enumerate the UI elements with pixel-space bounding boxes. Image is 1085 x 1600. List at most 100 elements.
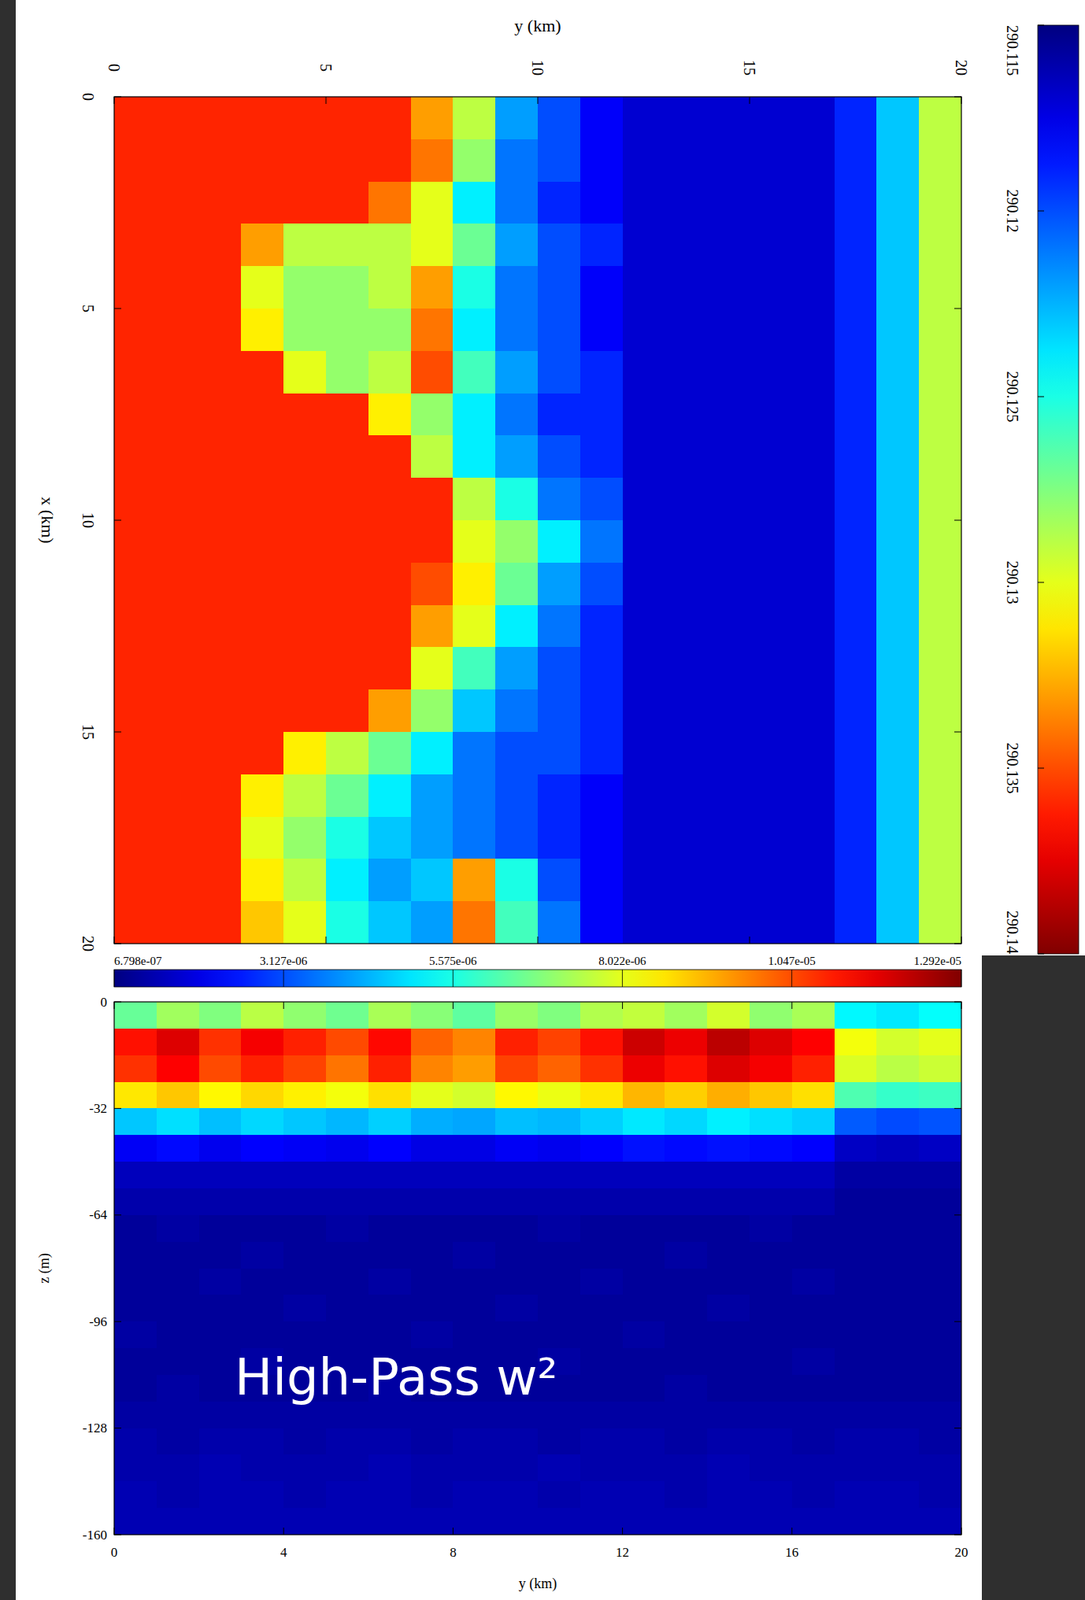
heat-cell	[664, 901, 708, 945]
heat-cell	[707, 1188, 750, 1216]
heat-cell	[156, 1242, 200, 1270]
heat-cell	[580, 605, 623, 649]
heat-cell	[199, 817, 242, 860]
heat-cell	[918, 1215, 962, 1243]
heat-cell	[792, 96, 835, 140]
heat-cell	[240, 351, 284, 394]
heat-cell	[495, 308, 538, 352]
heat-cell	[114, 435, 157, 478]
heat-cell	[283, 1002, 326, 1030]
colorbar-tick	[961, 970, 963, 988]
heat-cell	[411, 393, 454, 437]
heat-cell	[918, 1029, 962, 1056]
heat-cell	[918, 1055, 962, 1083]
heat-cell	[834, 1188, 878, 1216]
heat-cell	[707, 859, 750, 902]
heat-cell	[834, 1002, 878, 1030]
heat-cell	[199, 435, 242, 478]
heat-cell	[156, 308, 200, 352]
heat-cell	[580, 562, 623, 606]
y-tick-label: 20	[79, 936, 97, 952]
heat-cell	[411, 562, 454, 606]
heat-cell	[495, 1429, 538, 1456]
heat-cell	[283, 1242, 326, 1270]
heat-cell	[707, 1508, 750, 1536]
heat-cell	[452, 393, 496, 437]
heat-cell	[495, 266, 538, 309]
heat-cell	[792, 1162, 835, 1189]
heat-cell	[114, 308, 157, 352]
heat-cell	[537, 477, 581, 521]
heat-cell	[792, 266, 835, 309]
heat-cell	[664, 1242, 708, 1270]
heat-cell	[707, 1429, 750, 1456]
heat-cell	[156, 266, 200, 309]
heat-cell	[792, 1188, 835, 1216]
heat-cell	[240, 901, 284, 945]
heat-cell	[114, 1135, 157, 1163]
heat-cell	[283, 774, 326, 818]
heat-cell	[580, 266, 623, 309]
heat-cell	[240, 732, 284, 775]
heat-cell	[749, 1162, 793, 1189]
heat-cell	[368, 901, 412, 945]
heat-cell	[452, 96, 496, 140]
heat-cell	[707, 1162, 750, 1189]
heat-cell	[283, 1108, 326, 1136]
heat-cell	[199, 1082, 242, 1110]
heat-cell	[495, 1481, 538, 1509]
y-tick	[114, 96, 122, 98]
heat-cell	[411, 1162, 454, 1189]
heat-cell	[199, 1188, 242, 1216]
heat-cell	[834, 1055, 878, 1083]
heat-cell	[452, 1295, 496, 1322]
heat-cell	[411, 1321, 454, 1349]
heat-cell	[411, 351, 454, 394]
heat-cell	[622, 562, 666, 606]
colorbar-tick-label: 290.135	[1003, 743, 1022, 795]
heat-cell	[114, 647, 157, 690]
heat-cell	[876, 477, 919, 521]
heat-cell	[411, 1108, 454, 1136]
heat-cell	[622, 139, 666, 182]
heat-cell	[283, 647, 326, 690]
heat-cell	[664, 1055, 708, 1083]
heat-cell	[495, 1055, 538, 1083]
heat-cell	[537, 774, 581, 818]
heat-cell	[240, 689, 284, 733]
heat-cell	[537, 901, 581, 945]
heat-cell	[156, 96, 200, 140]
heat-cell	[664, 477, 708, 521]
heat-cell	[622, 96, 666, 140]
heat-cell	[199, 774, 242, 818]
heat-cell	[792, 1108, 835, 1136]
heat-cell	[283, 732, 326, 775]
heat-cell	[411, 1082, 454, 1110]
heat-cell	[622, 266, 666, 309]
heat-cell	[537, 817, 581, 860]
heat-cell	[749, 859, 793, 902]
x-tick-label: 0	[111, 1545, 119, 1561]
heat-cell	[580, 435, 623, 478]
heat-cell	[622, 901, 666, 945]
heat-cell	[411, 1242, 454, 1270]
x-axis-title: y (km)	[514, 15, 561, 36]
heat-cell	[622, 1429, 666, 1456]
heat-cell	[876, 1295, 919, 1322]
heat-cell	[199, 1321, 242, 1349]
x-tick-label: 12	[615, 1545, 630, 1561]
heat-cell	[664, 96, 708, 140]
heat-cell	[537, 1002, 581, 1030]
heat-cell	[707, 1455, 750, 1482]
x-tick	[622, 1002, 623, 1010]
heat-cell	[918, 1162, 962, 1189]
heat-cell	[707, 96, 750, 140]
heat-cell	[452, 647, 496, 690]
heat-cell	[156, 774, 200, 818]
heat-cell	[622, 477, 666, 521]
heat-cell	[580, 1188, 623, 1216]
heat-cell	[114, 1429, 157, 1456]
heat-cell	[325, 1455, 369, 1482]
heat-cell	[876, 393, 919, 437]
heat-cell	[495, 732, 538, 775]
